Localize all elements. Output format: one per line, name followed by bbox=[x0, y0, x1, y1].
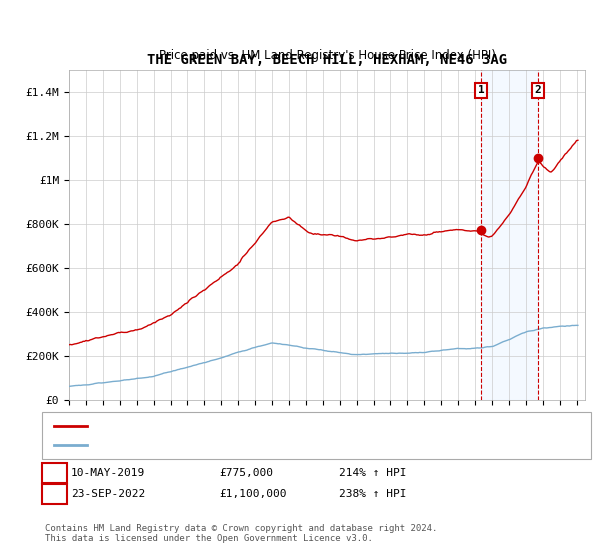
Text: Price paid vs. HM Land Registry's House Price Index (HPI): Price paid vs. HM Land Registry's House … bbox=[158, 49, 496, 62]
Text: Contains HM Land Registry data © Crown copyright and database right 2024.
This d: Contains HM Land Registry data © Crown c… bbox=[45, 524, 437, 543]
Text: 1: 1 bbox=[478, 86, 484, 95]
Text: 10-MAY-2019: 10-MAY-2019 bbox=[71, 468, 145, 478]
Text: 214% ↑ HPI: 214% ↑ HPI bbox=[339, 468, 407, 478]
Text: THE GREEN BAY, BEECH HILL, HEXHAM, NE46 3AG (detached house): THE GREEN BAY, BEECH HILL, HEXHAM, NE46 … bbox=[91, 421, 466, 431]
Text: HPI: Average price, detached house, Northumberland: HPI: Average price, detached house, Nort… bbox=[91, 440, 404, 450]
Text: 238% ↑ HPI: 238% ↑ HPI bbox=[339, 489, 407, 499]
Text: £775,000: £775,000 bbox=[219, 468, 273, 478]
Text: 1: 1 bbox=[51, 468, 58, 478]
Title: THE GREEN BAY, BEECH HILL, HEXHAM, NE46 3AG: THE GREEN BAY, BEECH HILL, HEXHAM, NE46 … bbox=[147, 53, 507, 67]
Text: £1,100,000: £1,100,000 bbox=[219, 489, 287, 499]
Bar bbox=[481, 70, 538, 400]
Text: 2: 2 bbox=[535, 86, 542, 95]
Text: 23-SEP-2022: 23-SEP-2022 bbox=[71, 489, 145, 499]
Text: 2: 2 bbox=[51, 489, 58, 499]
